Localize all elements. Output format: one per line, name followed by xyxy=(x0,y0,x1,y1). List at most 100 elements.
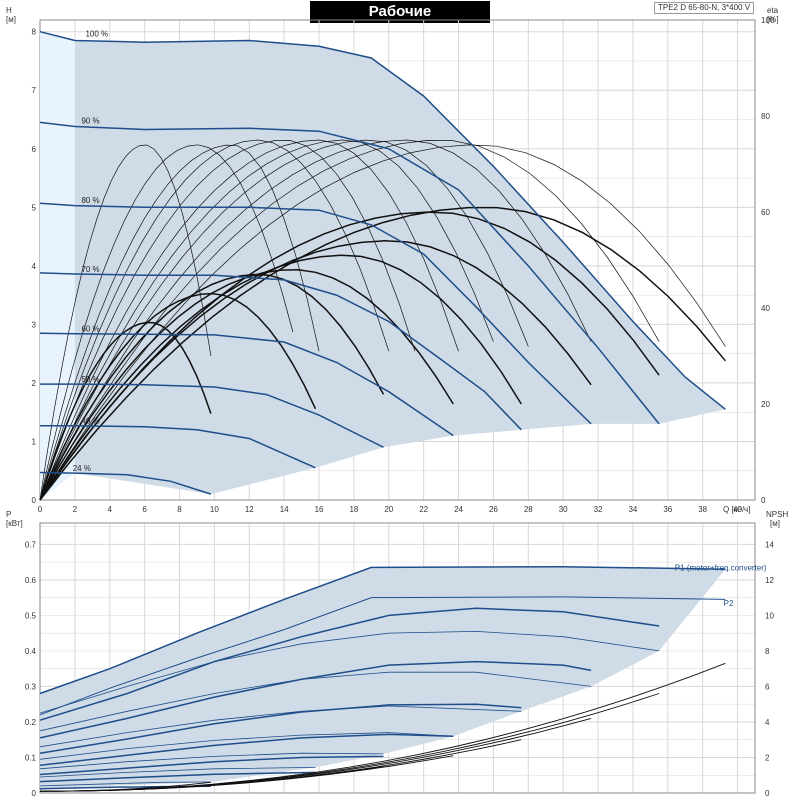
power-envelope-fill xyxy=(40,566,726,789)
y2-axis-label: eta xyxy=(767,6,779,15)
y-axis-unit: [кВт] xyxy=(6,519,23,528)
x-tick-label: 28 xyxy=(524,505,533,514)
npsh-curve-8 xyxy=(39,662,726,792)
p2-curve-4 xyxy=(39,733,454,767)
p2-curve-5 xyxy=(39,755,384,776)
efficiency-curves xyxy=(39,139,726,501)
p1-envelope-curve xyxy=(39,565,726,695)
head-chart-envelope xyxy=(40,31,726,500)
y-tick-label: 0 xyxy=(32,789,37,798)
y-tick-label: 8 xyxy=(32,28,37,37)
speed-curve-80 xyxy=(39,202,592,425)
x-tick-label: 26 xyxy=(489,505,498,514)
chart-title: Рабочие характеристики xyxy=(310,1,490,42)
p1-curve-7 xyxy=(39,781,211,787)
p1-label: P1 (motor+freq.converter) xyxy=(675,563,767,572)
y-tick-label: 0.7 xyxy=(25,540,37,549)
efficiency-curve-15 xyxy=(39,139,494,501)
y2-tick-label: 12 xyxy=(765,576,774,585)
y-tick-label: 1 xyxy=(32,437,37,446)
speed-curve-100 xyxy=(39,30,726,410)
p2-envelope-curve xyxy=(39,596,726,716)
p1-curve-5 xyxy=(39,752,384,770)
p2-curve-2 xyxy=(39,660,592,739)
speed-curve-label: 100 % xyxy=(85,29,108,38)
y2-tick-label: 8 xyxy=(765,647,770,656)
efficiency-curve-16 xyxy=(39,139,529,501)
p2-curve-6 xyxy=(39,771,316,783)
speed-curve-label: 24 % xyxy=(73,464,91,473)
x-tick-label: 2 xyxy=(73,505,78,514)
y-tick-label: 0.5 xyxy=(25,611,37,620)
x-tick-label: 38 xyxy=(698,505,707,514)
p1-curve-6 xyxy=(39,767,316,778)
efficiency-curve-10 xyxy=(39,144,294,501)
x-tick-label: 16 xyxy=(315,505,324,514)
efficiency-curve-11 xyxy=(39,144,320,501)
y2-tick-label: 40 xyxy=(761,304,770,313)
y-axis-label: P xyxy=(6,510,11,519)
y2-tick-label: 60 xyxy=(761,208,770,217)
x-tick-label: 14 xyxy=(280,505,289,514)
y2-tick-label: 0 xyxy=(761,496,766,505)
x-tick-label: 22 xyxy=(419,505,428,514)
power-plot-frame xyxy=(39,522,756,794)
efficiency-curve-1 xyxy=(39,321,212,501)
speed-curve-label: 60 % xyxy=(81,325,99,334)
x-tick-label: 40 xyxy=(733,505,742,514)
speed-curve-label: 90 % xyxy=(81,117,99,126)
p1-curve-1 xyxy=(39,630,660,714)
x-tick-label: 34 xyxy=(628,505,637,514)
x-tick-label: 20 xyxy=(384,505,393,514)
low-flow-zone xyxy=(40,31,75,500)
speed-curve-70 xyxy=(39,272,522,431)
speed-curve-label: 80 % xyxy=(81,196,99,205)
y2-tick-label: 20 xyxy=(761,400,770,409)
y-tick-label: 0.3 xyxy=(25,682,37,691)
y2-tick-label: 2 xyxy=(765,753,770,762)
x-tick-label: 6 xyxy=(142,505,147,514)
y2-tick-label: 6 xyxy=(765,682,770,691)
efficiency-curve-8 xyxy=(39,206,726,501)
y-tick-label: 0.6 xyxy=(25,576,37,585)
speed-curve-40 xyxy=(40,424,316,469)
efficiency-curve-2 xyxy=(39,292,317,501)
x-tick-label: 8 xyxy=(177,505,182,514)
y2-tick-label: 14 xyxy=(765,540,774,549)
p2-label: P2 xyxy=(724,599,734,608)
power-chart-envelope xyxy=(40,566,726,789)
efficiency-curve-13 xyxy=(39,140,416,501)
x-tick-label: 24 xyxy=(454,505,463,514)
speed-curve-60 xyxy=(39,332,454,437)
y-tick-label: 4 xyxy=(32,262,37,271)
y2-axis-unit: [%] xyxy=(767,15,779,24)
y-tick-label: 6 xyxy=(32,145,37,154)
efficiency-curve-7 xyxy=(39,211,660,501)
y-axis-label: H xyxy=(6,6,12,15)
y-tick-label: 0.1 xyxy=(25,753,37,762)
speed-curve-label: 50 % xyxy=(81,375,99,384)
efficiency-curve-18 xyxy=(39,140,660,501)
efficiency-curve-19 xyxy=(39,144,726,501)
speed-curve-90 xyxy=(39,121,660,425)
y-tick-label: 5 xyxy=(32,203,37,212)
operating-envelope xyxy=(74,40,726,495)
x-tick-label: 18 xyxy=(349,505,358,514)
p1-curve-3 xyxy=(39,705,522,748)
npsh-curves xyxy=(39,662,726,792)
p2-curve-3 xyxy=(39,703,522,754)
efficiency-curve-14 xyxy=(39,139,459,501)
y-axis-unit: [м] xyxy=(6,15,16,24)
y2-tick-label: 100 xyxy=(761,16,775,25)
head-chart-axes: 2 4 6 8 10 12 14 16 18 20 22 24 26 28 30 32 34 36 38 400012… xyxy=(6,6,779,514)
speed-curves: 100 % 90 % 80 % 70 % 60 % 50 % 40 % 24 % xyxy=(39,29,726,495)
y-tick-label: 3 xyxy=(32,320,37,329)
power-chart-axes: 0 0.1 0.2 0.3 0.4 0.5 0.6 0.7 0 2 4 6 8 10 12 14 P[кВт] N… xyxy=(6,510,788,798)
p2-curve-1 xyxy=(39,607,660,721)
x-tick-label: 0 xyxy=(38,505,43,514)
x-tick-label: 30 xyxy=(559,505,568,514)
x-axis-label: Q [м³/ч] xyxy=(723,505,750,514)
y-tick-label: 0 xyxy=(32,496,37,505)
power-curves: P1 (motor+freq.converter) P2 xyxy=(39,563,767,790)
